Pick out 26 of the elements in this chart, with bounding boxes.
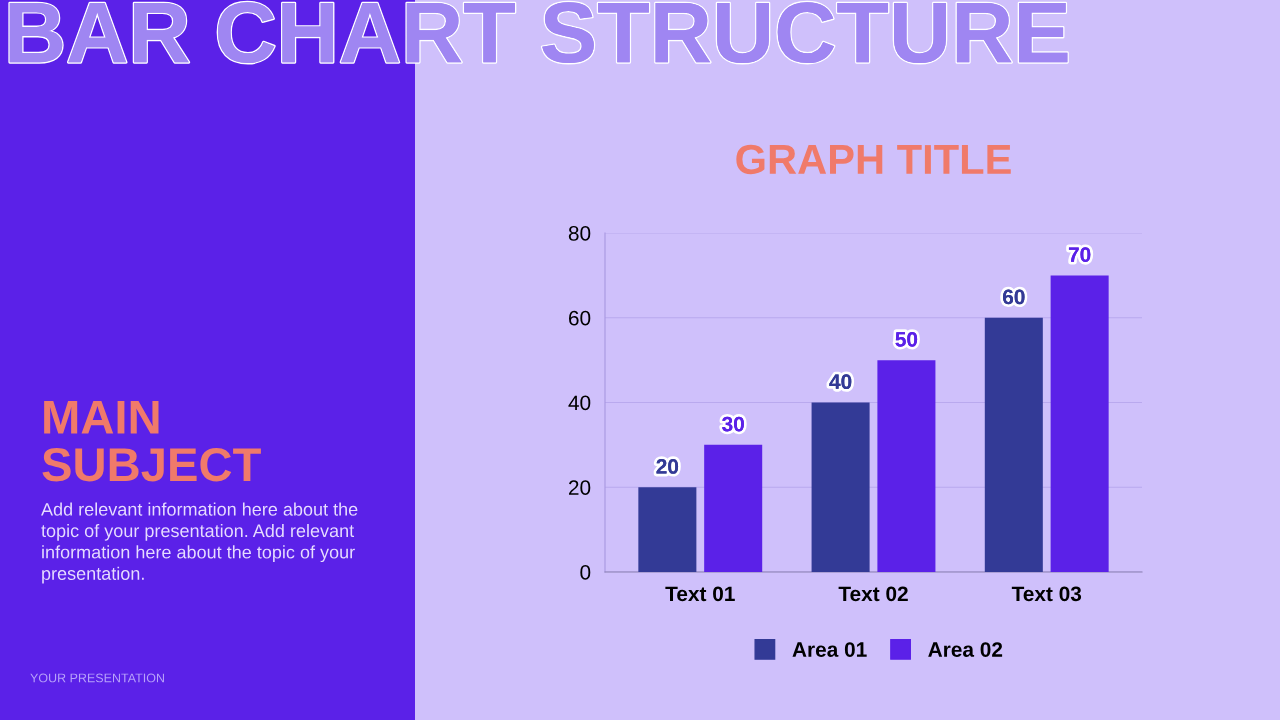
data-label: 50 xyxy=(895,331,918,347)
bar xyxy=(1050,275,1109,572)
bar xyxy=(811,402,870,572)
chart-title: GRAPH TITLE xyxy=(736,144,1011,175)
y-tick-label: 60 xyxy=(569,310,591,326)
data-label: 40 xyxy=(829,374,852,390)
text: MAIN SUBJECT xyxy=(42,401,261,482)
x-tick-label: Text 03 xyxy=(1011,586,1082,602)
y-tick-label: 40 xyxy=(568,395,591,411)
bar xyxy=(877,360,936,572)
data-label: 20 xyxy=(656,459,679,474)
y-tick-label: 0 xyxy=(580,565,591,580)
legend-label: Area 01 xyxy=(792,642,867,657)
data-label: 60 xyxy=(1002,289,1025,305)
y-tick-label: 80 xyxy=(568,226,591,241)
text: YOUR PRESENTATION xyxy=(30,673,164,683)
x-tick-label: Text 02 xyxy=(838,586,908,602)
y-tick-label: 20 xyxy=(568,480,591,495)
data-label: 70 xyxy=(1068,247,1091,262)
legend-label: Area 02 xyxy=(928,642,1003,657)
text: Add relevant information here about the topic of your presentation. Add relevant information here about the topic of your presentation. xyxy=(41,502,358,584)
data-label: 30 xyxy=(722,416,744,432)
bar xyxy=(638,487,697,572)
bar xyxy=(704,444,763,572)
bar xyxy=(984,317,1043,572)
x-tick-label: Text 01 xyxy=(665,586,735,602)
